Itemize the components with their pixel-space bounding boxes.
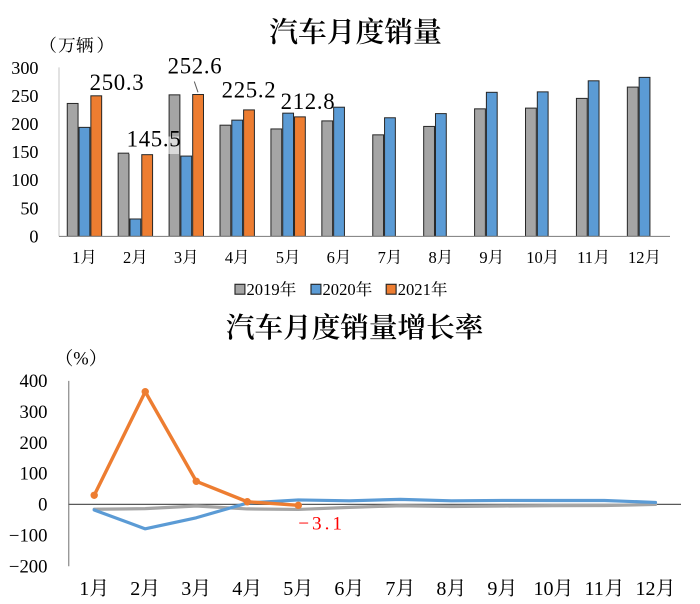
svg-text:200: 200: [11, 114, 38, 134]
svg-text:145.5: 145.5: [127, 126, 182, 151]
svg-text:11: 11: [584, 578, 603, 600]
svg-text:11: 11: [577, 248, 593, 267]
svg-text:300: 300: [11, 58, 38, 78]
svg-text:5: 5: [283, 578, 293, 600]
svg-text:100: 100: [11, 170, 38, 190]
svg-text:%: %: [73, 350, 88, 370]
svg-text:100: 100: [19, 464, 47, 485]
svg-text:300: 300: [19, 402, 47, 423]
svg-text:−200: −200: [9, 556, 48, 577]
svg-text:0: 0: [29, 226, 38, 246]
svg-text:9: 9: [487, 578, 497, 600]
svg-text:1: 1: [79, 578, 89, 600]
svg-text:2: 2: [130, 578, 140, 600]
svg-text:7: 7: [385, 578, 395, 600]
svg-text:3: 3: [174, 248, 182, 267]
svg-text:10: 10: [533, 578, 553, 600]
svg-text:9: 9: [479, 248, 487, 267]
svg-text:150: 150: [11, 142, 38, 162]
svg-text:4: 4: [232, 578, 242, 600]
svg-text:3: 3: [181, 578, 191, 600]
svg-text:200: 200: [19, 433, 47, 454]
svg-text:2019: 2019: [247, 280, 280, 299]
svg-text:250: 250: [11, 86, 38, 106]
svg-text:50: 50: [20, 198, 38, 218]
svg-text:12: 12: [635, 578, 655, 600]
svg-text:4: 4: [225, 248, 233, 267]
svg-text:−100: −100: [9, 525, 48, 546]
svg-text:2: 2: [123, 248, 131, 267]
svg-text:212.8: 212.8: [281, 89, 336, 114]
svg-text:2020: 2020: [323, 280, 356, 299]
svg-text:10: 10: [526, 248, 543, 267]
svg-text:5: 5: [276, 248, 284, 267]
svg-text:1: 1: [72, 248, 80, 267]
svg-text:−3.1: −3.1: [298, 513, 345, 534]
svg-text:400: 400: [19, 371, 47, 392]
svg-text:225.2: 225.2: [222, 78, 277, 103]
svg-text:2021: 2021: [398, 280, 431, 299]
svg-text:8: 8: [436, 578, 446, 600]
svg-text:8: 8: [429, 248, 437, 267]
svg-text:6: 6: [327, 248, 335, 267]
svg-text:0: 0: [38, 495, 47, 516]
svg-text:252.6: 252.6: [168, 53, 223, 78]
svg-text:7: 7: [378, 248, 386, 267]
svg-text:12: 12: [628, 248, 645, 267]
svg-text:250.3: 250.3: [90, 70, 145, 95]
svg-text:6: 6: [334, 578, 344, 600]
